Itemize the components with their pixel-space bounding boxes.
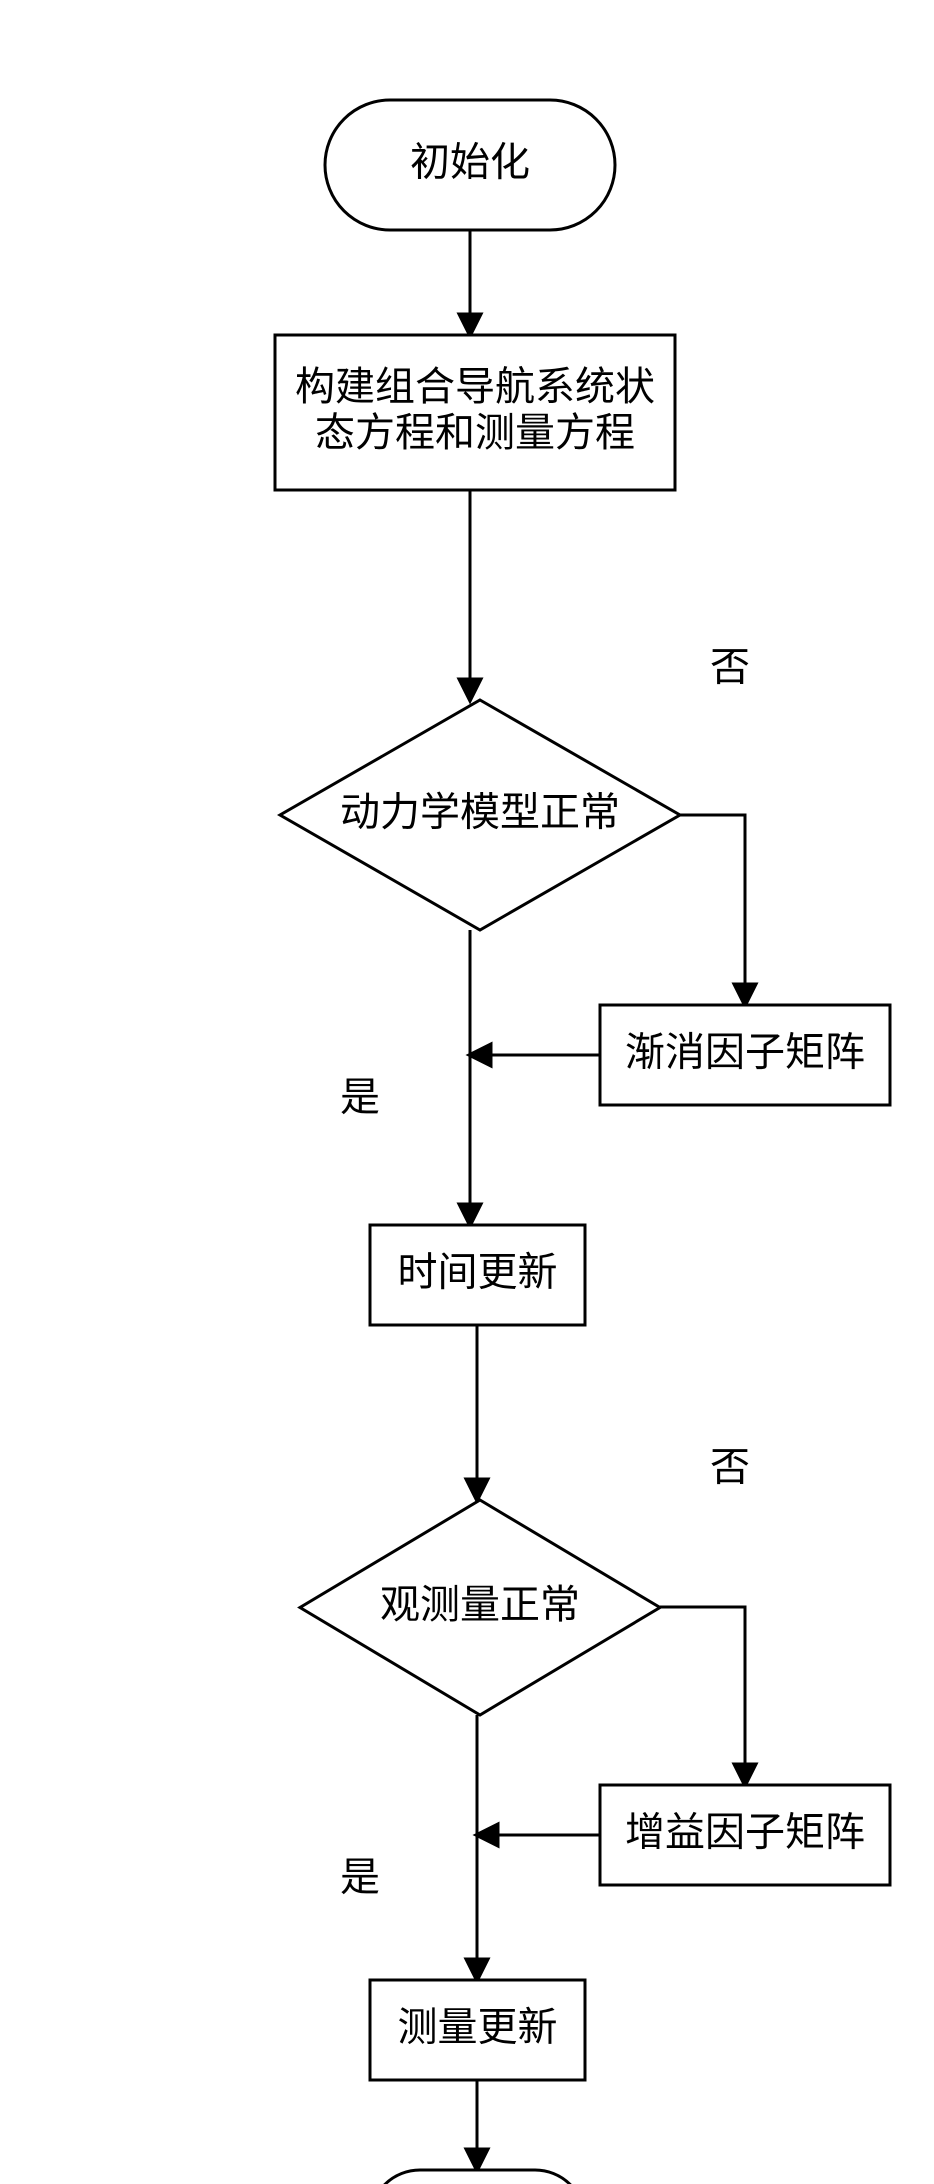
node-label: 增益因子矩阵 [625, 1811, 865, 1855]
edge-label: 是 [340, 1856, 380, 1900]
edge-label: 是 [340, 1076, 380, 1120]
node-label: 态方程和测量方程 [315, 411, 635, 455]
terminator-node [370, 2170, 585, 2184]
node-label: 初始化 [410, 141, 530, 185]
node-label: 渐消因子矩阵 [625, 1031, 865, 1075]
node-label: 动力学模型正常 [340, 791, 620, 835]
node-label: 构建组合导航系统状 [295, 365, 655, 409]
flowchart-diagram: 否是否是初始化构建组合导航系统状态方程和测量方程动力学模型正常渐消因子矩阵时间更… [0, 0, 934, 2184]
node-label: 观测量正常 [380, 1583, 580, 1627]
node-label: 测量更新 [398, 2006, 558, 2050]
edge [680, 815, 745, 1005]
edge [660, 1607, 745, 1785]
edge-label: 否 [710, 1446, 750, 1490]
edge-label: 否 [710, 646, 750, 690]
node-label: 时间更新 [398, 1251, 558, 1295]
